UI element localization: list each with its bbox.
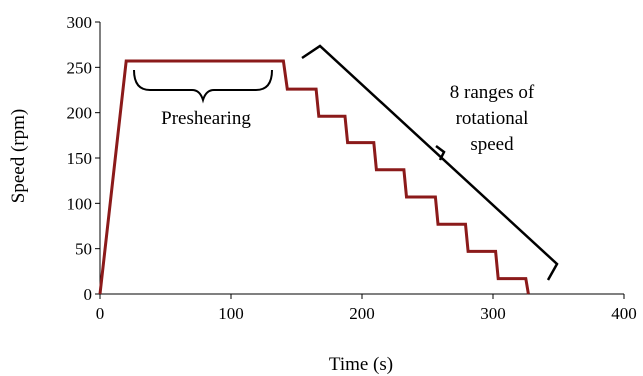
x-tick-label: 200 <box>349 304 375 323</box>
ranges-label-line-2: rotational <box>456 108 529 129</box>
x-tick-label: 100 <box>218 304 244 323</box>
preshearing-brace <box>133 69 273 104</box>
y-tick-label: 50 <box>75 240 92 259</box>
x-axis-ticks: 0 100 200 300 400 <box>96 294 637 323</box>
x-tick-label: 0 <box>96 304 105 323</box>
y-axis-ticks: 0 50 100 150 200 250 300 <box>67 13 100 304</box>
ranges-brace <box>301 44 559 281</box>
ranges-label-line-1: 8 ranges of <box>450 82 535 103</box>
y-tick-label: 150 <box>67 149 93 168</box>
y-axis-title: Speed (rpm) <box>8 109 29 203</box>
x-axis-title: Time (s) <box>329 354 393 375</box>
y-tick-label: 250 <box>67 58 93 77</box>
y-tick-label: 200 <box>67 104 93 123</box>
y-tick-label: 0 <box>84 285 93 304</box>
ranges-label-line-3: speed <box>470 134 514 155</box>
x-tick-label: 300 <box>480 304 506 323</box>
y-tick-label: 300 <box>67 13 93 32</box>
x-tick-label: 400 <box>611 304 637 323</box>
y-tick-label: 100 <box>67 194 93 213</box>
speed-series-line <box>98 59 530 295</box>
series-layer <box>98 59 530 295</box>
preshearing-label: Preshearing <box>161 108 251 129</box>
